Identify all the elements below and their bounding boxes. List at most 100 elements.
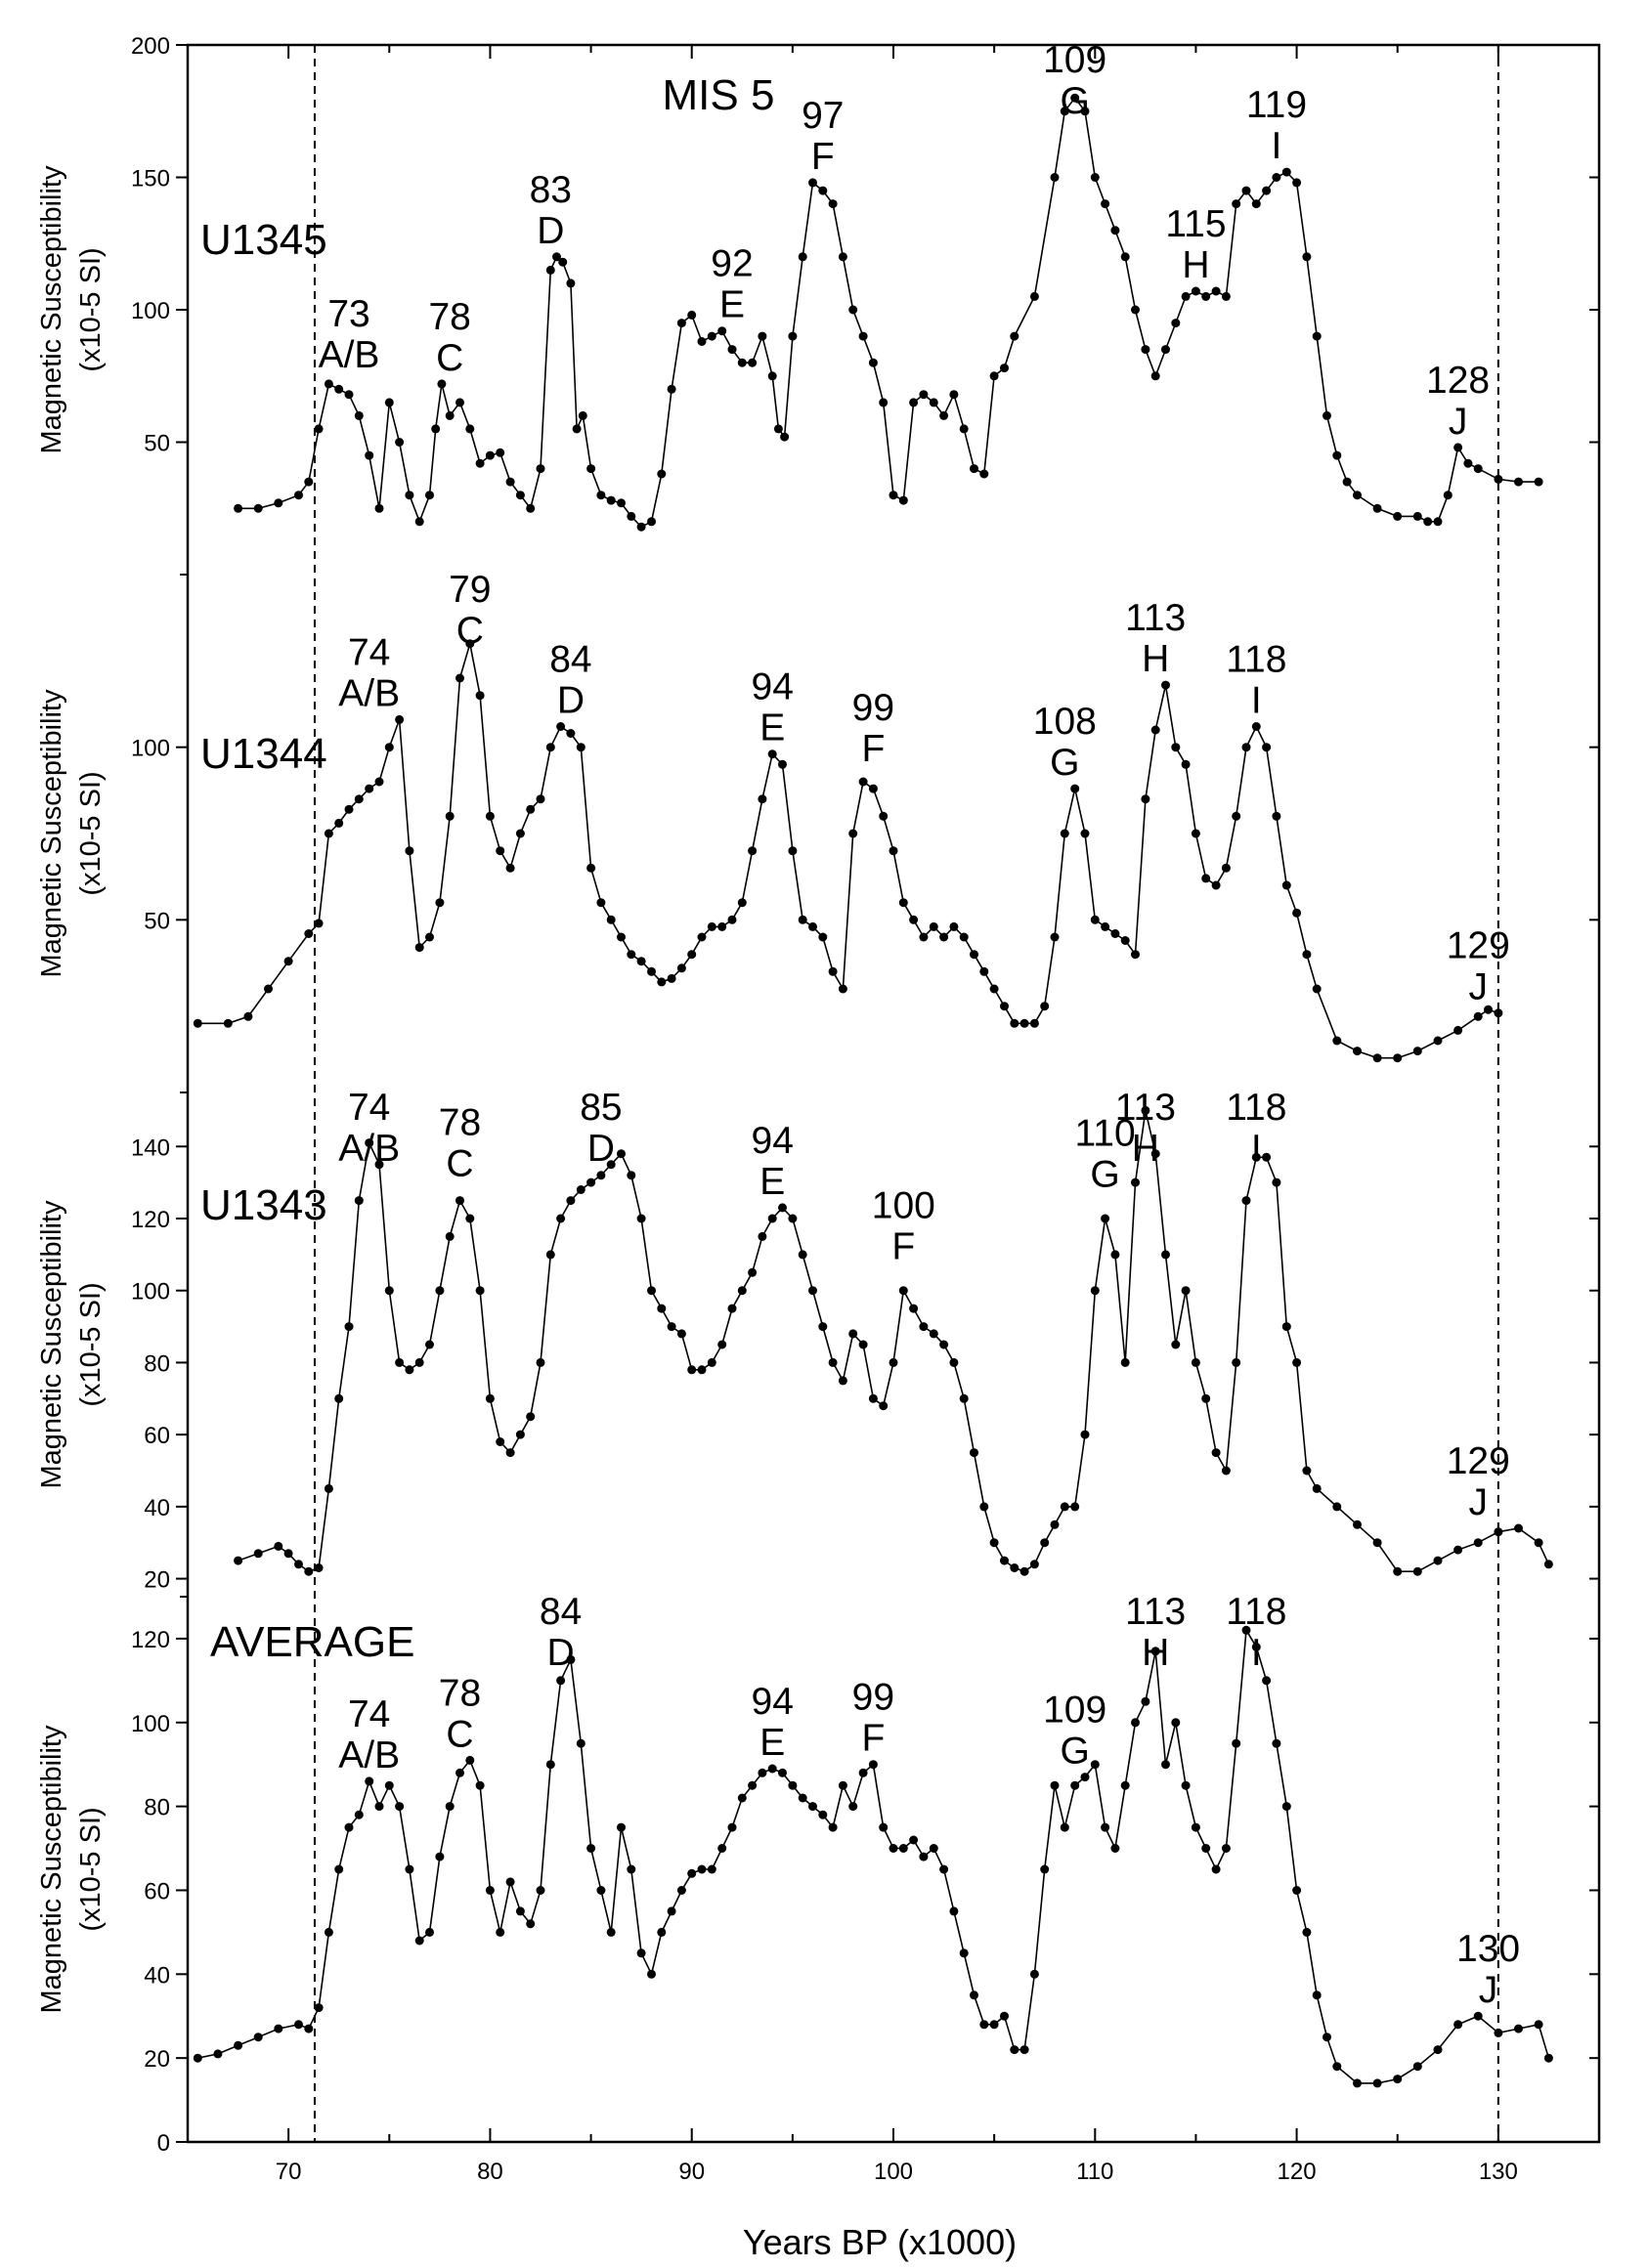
peak-age-label: 94 bbox=[752, 666, 794, 708]
data-point bbox=[909, 915, 919, 924]
peak-age-label: 79 bbox=[449, 569, 491, 611]
data-point bbox=[374, 1160, 384, 1170]
peak-letter: I bbox=[1251, 1128, 1262, 1170]
data-point bbox=[1312, 331, 1322, 341]
data-point bbox=[788, 1214, 798, 1223]
y-axis-units: (x10-5 SI) bbox=[75, 247, 107, 371]
data-point bbox=[1191, 1822, 1200, 1832]
peak-letter: D bbox=[547, 1632, 575, 1674]
data-point bbox=[596, 1171, 606, 1180]
data-point bbox=[939, 1864, 949, 1874]
peak-age-label: 115 bbox=[1165, 203, 1226, 245]
data-point bbox=[889, 1357, 898, 1367]
peak-age-label: 99 bbox=[852, 687, 894, 729]
data-point bbox=[1211, 1864, 1221, 1874]
y-tick-label: 40 bbox=[144, 1495, 170, 1521]
peak-age-label: 84 bbox=[540, 1591, 582, 1633]
data-point bbox=[1181, 759, 1191, 769]
data-point bbox=[868, 1760, 878, 1770]
data-point bbox=[1251, 1643, 1261, 1651]
data-point bbox=[1161, 1760, 1170, 1770]
data-point bbox=[1302, 1466, 1312, 1476]
data-point bbox=[767, 749, 777, 759]
data-point bbox=[1251, 199, 1261, 209]
data-point bbox=[526, 1412, 536, 1422]
data-point bbox=[767, 1214, 777, 1223]
data-point bbox=[283, 957, 293, 966]
peak-age-label: 129 bbox=[1447, 925, 1510, 967]
y-tick-label: 200 bbox=[131, 33, 170, 60]
data-point bbox=[647, 517, 656, 527]
data-point bbox=[475, 1286, 485, 1296]
data-point bbox=[1543, 2053, 1553, 2063]
data-point bbox=[354, 1810, 364, 1819]
data-point bbox=[435, 898, 445, 908]
data-point bbox=[1010, 1563, 1019, 1572]
data-point bbox=[1543, 1560, 1553, 1569]
data-point bbox=[334, 1864, 344, 1874]
data-point bbox=[727, 915, 737, 924]
data-point bbox=[989, 1538, 999, 1548]
data-point bbox=[556, 1676, 566, 1686]
y-tick-label: 60 bbox=[144, 1878, 170, 1904]
data-point bbox=[1453, 443, 1463, 452]
data-point bbox=[243, 1011, 253, 1021]
peak-letter: F bbox=[891, 1225, 915, 1267]
data-point bbox=[234, 1556, 243, 1565]
data-point bbox=[1292, 908, 1302, 918]
data-point bbox=[868, 784, 878, 793]
data-point bbox=[414, 517, 424, 527]
y-tick-label: 100 bbox=[131, 298, 170, 324]
data-point bbox=[1281, 167, 1291, 177]
peak-letter: G bbox=[1090, 1154, 1119, 1196]
data-point bbox=[727, 1822, 737, 1832]
data-point bbox=[627, 1171, 636, 1180]
y-axis-units: (x10-5 SI) bbox=[75, 771, 107, 895]
data-point bbox=[1141, 1105, 1150, 1115]
data-point bbox=[1423, 517, 1433, 527]
data-point bbox=[324, 829, 333, 838]
data-point bbox=[1090, 173, 1100, 182]
data-point bbox=[405, 1864, 414, 1874]
peak-age-label: 110 bbox=[1075, 1113, 1136, 1155]
data-point bbox=[1473, 464, 1483, 474]
x-tick-label: 110 bbox=[1076, 2159, 1113, 2185]
data-point bbox=[676, 1329, 686, 1339]
data-point bbox=[959, 932, 969, 942]
data-point bbox=[314, 424, 324, 434]
data-point bbox=[828, 199, 838, 209]
data-point bbox=[334, 818, 344, 828]
peak-letter: J bbox=[1479, 1969, 1498, 2011]
data-point bbox=[1171, 1718, 1181, 1728]
data-point bbox=[989, 2020, 999, 2030]
data-point bbox=[647, 1969, 656, 1979]
data-point bbox=[1010, 331, 1019, 341]
data-point bbox=[1372, 1053, 1382, 1063]
peak-age-label: 97 bbox=[802, 95, 844, 137]
y-axis-label: Magnetic Susceptibility bbox=[36, 1200, 67, 1488]
peak-age-label: 113 bbox=[1125, 1591, 1186, 1633]
data-point bbox=[1241, 1625, 1251, 1635]
data-point bbox=[1101, 1822, 1110, 1832]
y-tick-label: 80 bbox=[144, 1795, 170, 1821]
peak-age-label: 94 bbox=[752, 1120, 794, 1162]
peak-letter: A/B bbox=[338, 1128, 400, 1170]
data-point bbox=[586, 464, 596, 474]
peak-letter: J bbox=[1449, 401, 1468, 443]
data-point bbox=[1332, 2062, 1342, 2072]
data-point bbox=[1393, 511, 1403, 521]
data-point bbox=[737, 898, 747, 908]
peak-age-label: 78 bbox=[439, 1102, 481, 1144]
data-point bbox=[1181, 291, 1191, 301]
data-point bbox=[767, 371, 777, 381]
x-tick-label: 100 bbox=[874, 2159, 913, 2185]
plot-frame bbox=[186, 43, 1601, 2144]
data-point bbox=[324, 1483, 333, 1493]
data-point bbox=[566, 1654, 576, 1664]
y-tick-label: 120 bbox=[131, 1207, 170, 1233]
data-point bbox=[274, 2024, 283, 2033]
data-point bbox=[788, 1780, 798, 1790]
data-point bbox=[818, 932, 828, 942]
data-point bbox=[1019, 2045, 1029, 2055]
